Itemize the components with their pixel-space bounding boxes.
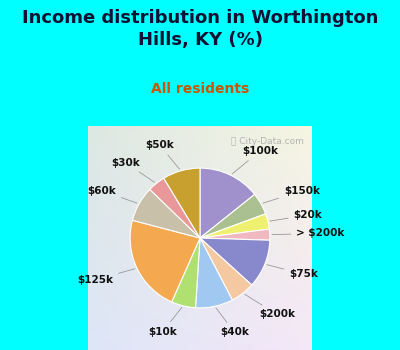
Wedge shape [200,195,266,238]
Text: $30k: $30k [111,158,154,182]
Wedge shape [132,189,200,238]
Wedge shape [130,220,200,302]
Wedge shape [164,168,200,238]
Wedge shape [200,168,255,238]
Text: ⓘ City-Data.com: ⓘ City-Data.com [231,137,304,146]
Text: Income distribution in Worthington
Hills, KY (%): Income distribution in Worthington Hills… [22,9,378,49]
Text: $75k: $75k [267,265,318,279]
Text: $20k: $20k [270,210,322,221]
Wedge shape [200,229,270,240]
Wedge shape [172,238,200,308]
Text: $60k: $60k [87,186,137,203]
Text: $50k: $50k [145,140,180,169]
Wedge shape [200,238,270,285]
Wedge shape [196,238,232,308]
Text: $125k: $125k [77,269,135,285]
Text: All residents: All residents [151,82,249,96]
Text: $200k: $200k [245,294,295,319]
Wedge shape [200,238,252,300]
Text: > $200k: > $200k [272,228,345,238]
Text: $100k: $100k [232,146,278,174]
Text: $10k: $10k [148,307,182,337]
Text: $150k: $150k [263,186,320,203]
Wedge shape [150,178,200,238]
Wedge shape [200,214,269,238]
Text: $40k: $40k [216,308,249,337]
